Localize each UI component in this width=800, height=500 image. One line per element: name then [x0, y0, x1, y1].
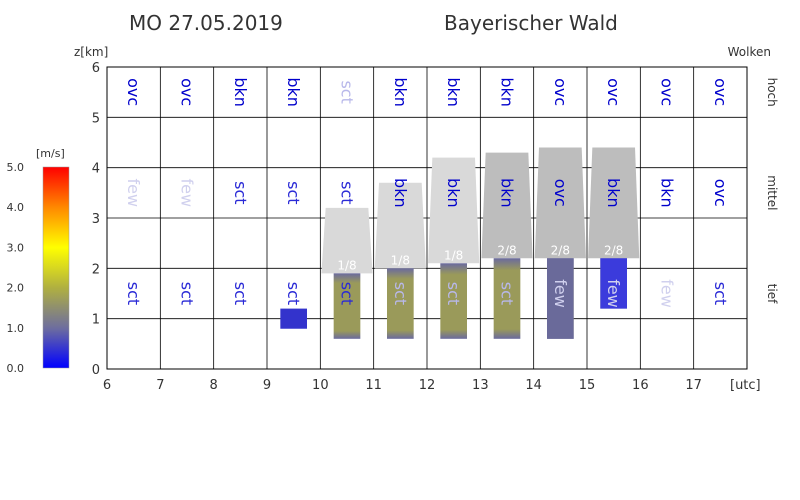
cover-low-12: sct [444, 282, 463, 305]
cover-high-9: bkn [284, 77, 303, 107]
cover-mid-11: bkn [391, 178, 410, 208]
cover-high-12: bkn [444, 77, 463, 107]
x-tick-label: 9 [263, 378, 271, 393]
x-tick-label: 6 [103, 378, 111, 393]
cover-low-14: few [551, 279, 570, 308]
cell-column-11 [387, 268, 414, 339]
x-tick-label: 15 [579, 378, 596, 393]
cell-column-12 [440, 263, 467, 339]
plot-grid [107, 67, 747, 369]
y-tick-label: 4 [92, 162, 100, 177]
colorbar-tick-label: 2.0 [7, 282, 25, 295]
colorbar-ticks: 0.0 1.0 2.0 3.0 4.0 5.0 [7, 161, 25, 375]
anvil-10 [321, 207, 373, 274]
cover-high-16: ovc [658, 78, 677, 106]
cover-high-7: ovc [178, 78, 197, 106]
cloud-cover-labels: ovc ovc bkn bkn sct bkn bkn bkn ovc ovc ovc ovc few f… [124, 77, 730, 307]
cover-high-10: sct [338, 80, 357, 103]
chart-date: MO 27.05.2019 [129, 11, 283, 35]
y-tick-label: 2 [92, 262, 100, 277]
anvil-15 [588, 147, 640, 259]
top-right-label: Wolken [728, 45, 771, 59]
cell-fraction-15: 2/8 [604, 243, 623, 257]
cover-low-16: few [658, 279, 677, 308]
cover-mid-6: few [124, 179, 143, 208]
cover-mid-12: bkn [444, 178, 463, 208]
cover-high-14: ovc [551, 78, 570, 106]
cell-column-13 [493, 258, 521, 339]
cover-low-10: sct [338, 282, 357, 305]
colorbar-tick-label: 5.0 [7, 161, 25, 174]
anvil-11 [374, 182, 426, 269]
anvil-14 [534, 147, 586, 259]
cover-mid-9: sct [284, 181, 303, 204]
axis-ticks: 6 7 8 9 10 11 12 13 14 15 16 170123456hochmitteltie… [92, 61, 779, 393]
y-tick-label: 1 [92, 313, 100, 328]
cover-high-15: ovc [604, 78, 623, 106]
cover-low-15: few [604, 279, 623, 308]
y-tick-label: 3 [92, 212, 100, 227]
cover-high-6: ovc [124, 78, 143, 106]
x-tick-label: 13 [472, 378, 489, 393]
y-tick-label: 0 [92, 363, 100, 378]
cover-low-11: sct [391, 282, 410, 305]
colorbar [42, 166, 70, 369]
layer-label-mittel: mittel [765, 175, 779, 210]
cell-fraction-11: 1/8 [391, 253, 410, 267]
colorbar-tick-label: 0.0 [7, 362, 25, 375]
convective-cells: 1/8 1/8 1/8 2/8 2/8 2/8 [280, 147, 640, 339]
cover-mid-10: sct [338, 181, 357, 204]
y-axis-label: z[km] [74, 45, 108, 59]
y-tick-label: 5 [92, 111, 100, 126]
cover-low-6: sct [124, 282, 143, 305]
x-tick-label: 8 [210, 378, 218, 393]
x-tick-label: 11 [365, 378, 382, 393]
cell-fraction-12: 1/8 [444, 248, 463, 262]
cover-mid-15: bkn [604, 178, 623, 208]
cover-mid-14: ovc [551, 179, 570, 207]
cover-low-13: sct [498, 282, 517, 305]
colorbar-tick-label: 4.0 [7, 201, 25, 214]
cover-mid-8: sct [231, 181, 250, 204]
layer-label-tief: tief [765, 284, 779, 304]
cell-column-tint-15 [600, 258, 627, 309]
cover-high-13: bkn [498, 77, 517, 107]
plot-frame [106, 66, 748, 370]
cell-fraction-10: 1/8 [337, 258, 356, 272]
cover-low-17: sct [711, 282, 730, 305]
cell-column-9 [280, 308, 307, 329]
y-tick-label: 6 [92, 61, 100, 76]
colorbar-unit: [m/s] [36, 147, 65, 160]
cover-low-8: sct [231, 282, 250, 305]
x-tick-label: 12 [419, 378, 436, 393]
cover-high-17: ovc [711, 78, 730, 106]
cell-column-tint-14 [547, 258, 574, 339]
x-tick-label: 16 [632, 378, 649, 393]
x-axis-label: [utc] [730, 378, 761, 393]
x-tick-label: 10 [312, 378, 329, 393]
cover-mid-17: ovc [711, 179, 730, 207]
colorbar-tick-label: 1.0 [7, 322, 25, 335]
cover-mid-7: few [178, 179, 197, 208]
x-tick-label: 7 [156, 378, 164, 393]
cover-mid-16: bkn [658, 178, 677, 208]
cell-column-10 [333, 273, 361, 339]
x-tick-label: 14 [525, 378, 542, 393]
cover-low-9: sct [284, 282, 303, 305]
x-tick-label: 17 [685, 378, 702, 393]
cover-mid-13: bkn [498, 178, 517, 208]
colorbar-tick-label: 3.0 [7, 241, 25, 254]
chart-region: Bayerischer Wald [444, 11, 618, 35]
cover-high-8: bkn [231, 77, 250, 107]
cell-fraction-14: 2/8 [551, 243, 570, 257]
anvil-13 [481, 152, 533, 259]
layer-label-hoch: hoch [765, 78, 779, 107]
cover-high-11: bkn [391, 77, 410, 107]
cell-fraction-13: 2/8 [497, 243, 516, 257]
cover-low-7: sct [178, 282, 197, 305]
anvil-12 [428, 157, 480, 264]
